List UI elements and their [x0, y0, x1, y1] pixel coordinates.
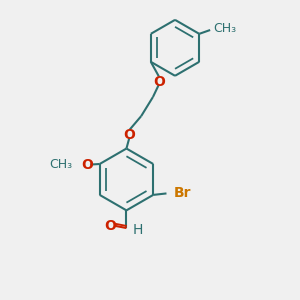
Text: Br: Br — [174, 186, 191, 200]
Text: H: H — [132, 223, 143, 236]
Text: O: O — [153, 75, 165, 89]
Text: CH₃: CH₃ — [213, 22, 236, 35]
Text: O: O — [81, 158, 93, 172]
Text: O: O — [105, 219, 116, 233]
Text: CH₃: CH₃ — [49, 158, 72, 171]
Text: O: O — [124, 128, 135, 142]
